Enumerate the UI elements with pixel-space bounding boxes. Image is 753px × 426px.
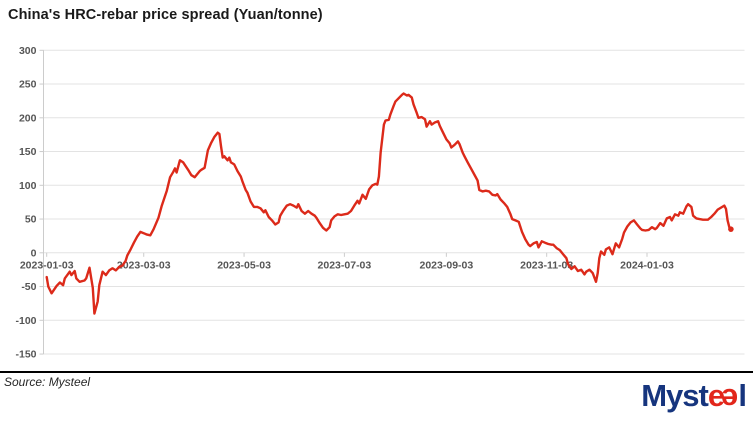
footer-divider (0, 371, 753, 373)
y-axis-label: -50 (21, 281, 36, 293)
logo-text-myst: Myst (641, 378, 709, 413)
y-axis-label: 300 (19, 45, 37, 57)
chart-title: China's HRC-rebar price spread (Yuan/ton… (8, 7, 323, 23)
x-axis-label: 2024-01-03 (620, 259, 674, 271)
x-axis-label: 2023-01-03 (20, 259, 74, 271)
source-caption: Source: Mysteel (4, 375, 91, 389)
y-axis-label: -150 (15, 349, 36, 361)
y-axis-label: 250 (19, 79, 37, 91)
series-line (45, 92, 733, 315)
y-axis-label: 150 (19, 146, 37, 158)
series-end-dot (728, 226, 734, 232)
price-spread-chart: 300 250 200 150 100 50 0 -50 -100 -150 2023-01-03 2… (15, 45, 745, 361)
x-axis-label: 2023-03-03 (117, 259, 171, 271)
x-axis-label: 2023-11-03 (520, 259, 573, 271)
logo-letter-e2-rotated: e (722, 382, 739, 418)
logo-text-l: l (738, 378, 747, 413)
x-axis-label: 2023-05-03 (217, 259, 271, 271)
logo-letter-e1: e (707, 378, 725, 413)
mysteel-logo: Mysteel (641, 378, 747, 417)
y-axis-label: -100 (15, 315, 36, 327)
y-axis-label: 50 (25, 214, 37, 226)
y-axis-label: 0 (31, 247, 37, 259)
y-axis-label: 100 (19, 180, 37, 192)
x-axis-label: 2023-07-03 (318, 259, 372, 271)
x-axis-label: 2023-09-03 (420, 259, 474, 271)
y-axis-label: 200 (19, 112, 37, 124)
